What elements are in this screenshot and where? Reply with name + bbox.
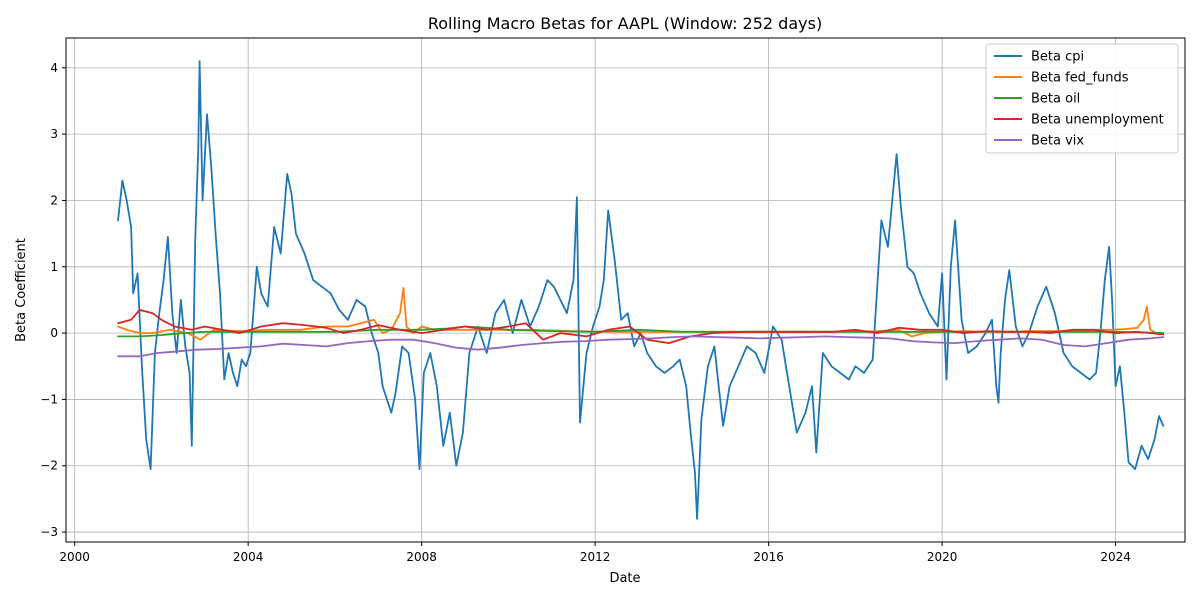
legend: Beta cpi Beta fed_funds Beta oil Beta unemp… bbox=[985, 43, 1179, 154]
legend-label-beta-fed-funds: Beta fed_funds bbox=[1031, 71, 1129, 86]
y-tick-label: 4 bbox=[50, 61, 58, 75]
y-tick-label: 0 bbox=[50, 326, 58, 340]
x-axis-label: Date bbox=[609, 571, 640, 586]
x-axis-ticks: 2000 2004 2008 2012 2016 2020 2024 bbox=[59, 542, 1131, 564]
x-tick-label: 2008 bbox=[406, 550, 437, 564]
chart-title: Rolling Macro Betas for AAPL (Window: 25… bbox=[428, 14, 822, 33]
y-tick-label: 1 bbox=[50, 260, 58, 274]
x-tick-label: 2000 bbox=[59, 550, 90, 564]
y-tick-label: −1 bbox=[40, 392, 58, 406]
legend-label-beta-unemployment: Beta unemployment bbox=[1031, 113, 1164, 128]
y-axis-label: Beta Coefficient bbox=[14, 238, 29, 342]
x-tick-label: 2004 bbox=[233, 550, 264, 564]
legend-label-beta-cpi: Beta cpi bbox=[1031, 50, 1084, 65]
x-tick-label: 2020 bbox=[927, 550, 958, 564]
plot-area-frame bbox=[65, 37, 1186, 543]
y-tick-label: −3 bbox=[40, 525, 58, 539]
legend-label-beta-vix: Beta vix bbox=[1031, 134, 1084, 149]
x-tick-label: 2024 bbox=[1100, 550, 1131, 564]
y-axis-ticks: −3 −2 −1 0 1 2 3 4 bbox=[40, 61, 66, 539]
y-tick-label: −2 bbox=[40, 459, 58, 473]
y-tick-label: 3 bbox=[50, 127, 58, 141]
series-line-beta-vix bbox=[117, 335, 1165, 358]
x-tick-label: 2016 bbox=[753, 550, 784, 564]
series-line-beta-cpi bbox=[117, 60, 1165, 520]
series-line-beta-unemployment bbox=[117, 308, 1165, 345]
x-tick-label: 2012 bbox=[580, 550, 611, 564]
legend-label-beta-oil: Beta oil bbox=[1031, 92, 1080, 107]
legend-box bbox=[985, 43, 1179, 154]
series-lines bbox=[117, 60, 1165, 520]
y-tick-label: 2 bbox=[50, 193, 58, 207]
